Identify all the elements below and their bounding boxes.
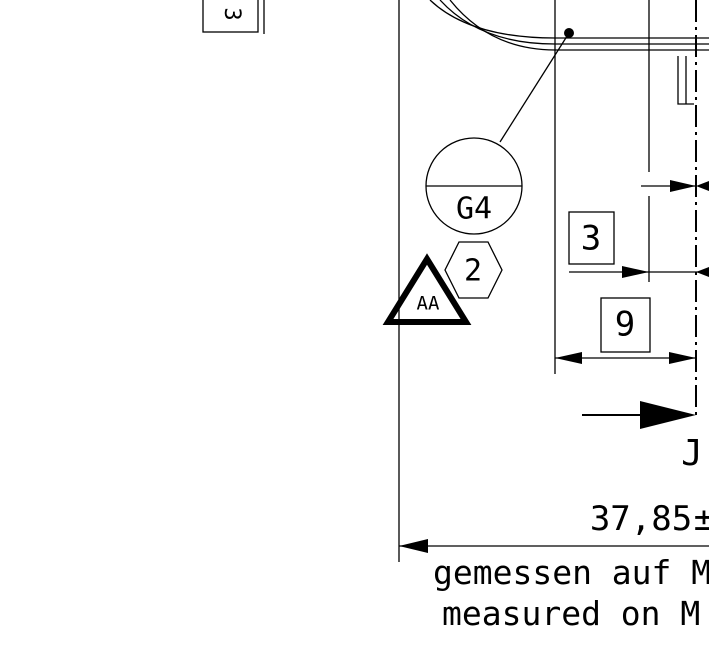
hexagon-note-text: 2 [464,254,482,289]
section-arrow: J [582,401,703,474]
boxed-dimension-3-text: 3 [581,219,601,259]
note-german: gemessen auf M [433,553,709,592]
weld-symbol: G4 [425,28,574,235]
part-contour [429,0,709,374]
tolerance-prefix: ± [694,499,709,539]
boxed-dimension-3: 3 [568,211,709,278]
boxed-dimension-9: 9 [555,297,696,364]
weld-symbol-text: G4 [456,192,492,227]
hexagon-note: 2 [444,241,503,299]
edge-box-text: 3 [219,7,244,20]
note-english: measured on M [442,594,700,633]
main-dimension: 37,85 ± [399,499,709,553]
boxed-dimension-9-text: 9 [615,305,635,345]
edge-box-label: 3 [202,0,265,34]
dimension-arrow-upper [641,180,709,192]
dimension-value: 37,85 [590,499,692,539]
section-letter: J [681,433,703,474]
triangle-mark-text: AA [417,293,440,315]
triangle-mark: AA [382,253,472,325]
